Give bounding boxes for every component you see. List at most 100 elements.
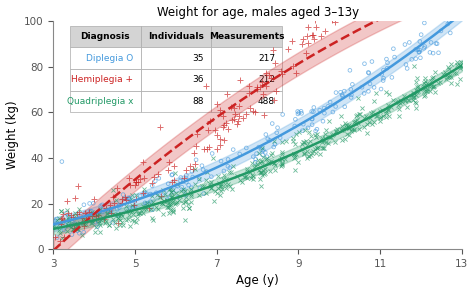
Point	[306, 153, 313, 158]
Point	[128, 218, 136, 222]
Point	[407, 7, 414, 12]
Point	[178, 185, 186, 190]
Point	[222, 177, 230, 182]
Point	[257, 183, 265, 188]
Point	[383, 66, 391, 71]
Point	[95, 211, 103, 216]
Point	[195, 176, 203, 181]
Point	[273, 89, 280, 94]
Point	[308, 117, 316, 121]
Point	[393, 100, 401, 104]
Point	[121, 195, 128, 199]
Point	[64, 211, 72, 216]
Point	[254, 161, 261, 166]
Point	[217, 142, 224, 147]
Point	[373, 114, 380, 119]
Point	[81, 211, 89, 215]
Point	[453, 82, 460, 86]
Point	[429, 84, 437, 89]
Point	[242, 111, 250, 116]
Point	[301, 127, 309, 132]
Point	[143, 201, 151, 206]
Point	[355, 126, 362, 131]
Point	[153, 190, 160, 195]
Point	[456, 77, 464, 82]
Point	[420, 7, 428, 12]
Point	[179, 187, 186, 192]
Point	[64, 223, 72, 228]
Point	[371, 7, 379, 12]
Point	[209, 156, 217, 161]
Point	[260, 148, 267, 153]
Point	[259, 91, 266, 96]
Point	[386, 7, 393, 12]
Point	[130, 218, 138, 223]
Point	[217, 159, 225, 163]
Point	[85, 209, 92, 214]
Point	[260, 162, 267, 167]
Point	[117, 218, 124, 223]
Point	[103, 211, 111, 216]
Point	[141, 207, 148, 212]
Point	[407, 93, 415, 98]
Point	[64, 215, 72, 220]
Point	[259, 173, 266, 177]
Point	[278, 149, 286, 154]
Point	[181, 188, 188, 193]
Point	[303, 156, 311, 161]
Point	[105, 223, 112, 227]
Point	[313, 127, 321, 132]
Point	[97, 218, 105, 223]
Point	[443, 7, 450, 12]
Point	[308, 109, 316, 114]
Point	[148, 183, 156, 188]
Point	[228, 118, 236, 122]
Point	[170, 208, 177, 213]
Point	[143, 200, 150, 205]
Point	[262, 171, 269, 176]
Point	[114, 213, 122, 218]
Point	[257, 171, 265, 176]
Point	[181, 176, 188, 180]
Point	[369, 7, 377, 12]
Point	[412, 7, 419, 12]
Point	[52, 221, 60, 226]
Point	[429, 7, 437, 12]
Point	[109, 220, 117, 225]
Point	[290, 155, 298, 160]
Point	[233, 122, 240, 127]
Point	[412, 80, 419, 85]
Point	[431, 69, 439, 74]
Point	[106, 209, 113, 214]
Point	[401, 98, 409, 103]
Point	[57, 209, 64, 214]
Point	[130, 205, 137, 210]
Point	[156, 125, 164, 129]
Point	[410, 91, 417, 95]
Point	[397, 98, 404, 103]
Point	[292, 152, 300, 156]
Point	[136, 211, 143, 215]
Point	[345, 133, 353, 138]
Point	[278, 161, 286, 166]
Point	[114, 221, 121, 226]
Point	[147, 206, 155, 211]
Point	[310, 33, 317, 38]
Point	[80, 224, 88, 229]
Point	[423, 7, 430, 12]
Point	[410, 64, 418, 68]
Point	[185, 183, 192, 188]
Point	[364, 121, 371, 126]
Point	[147, 193, 155, 197]
Point	[424, 87, 431, 92]
Point	[262, 156, 269, 161]
Point	[53, 217, 60, 222]
Point	[258, 146, 266, 150]
Point	[358, 105, 365, 110]
Point	[426, 84, 433, 88]
Point	[365, 71, 373, 75]
Point	[414, 88, 422, 93]
Point	[115, 203, 123, 208]
Point	[298, 142, 306, 146]
Point	[458, 64, 465, 69]
